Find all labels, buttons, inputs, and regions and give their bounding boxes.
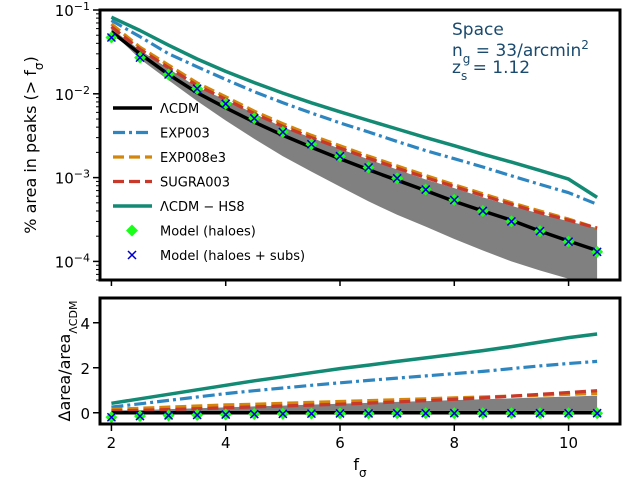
bottom-x-tick-label: 6 [335,434,345,452]
annotation-redshift: zs = 1.12 [452,58,530,83]
bottom-marker-haloes-subs [449,408,459,418]
top-marker-haloes-subs [135,53,145,63]
bottom-line-sugra003 [111,389,598,413]
bottom-y-tick-label: 0 [80,405,90,423]
bottom-marker-haloes-subs [335,408,345,418]
legend: ΛCDM EXP003 EXP008e3 SUGRA003 ΛCDM − HS8 Mode… [113,102,305,264]
bottom-marker-haloes-subs [221,410,231,420]
bottom-marker-haloes-subs [364,408,374,418]
top-y-tick-base: 10 [55,2,74,20]
top-marker-haloes-subs [192,84,202,94]
top-marker-haloes-subs [392,173,402,183]
bottom-line-lambdacdm-hs8 [111,332,598,406]
bottom-x-tick-label: 4 [221,434,231,452]
legend-swatch-model-haloes-subs [127,250,137,260]
bottom-plot-frame [98,296,622,426]
bottom-marker-haloes-subs [535,408,545,418]
bottom-marker-haloes-subs [392,408,402,418]
annotation-density-pre: n [452,41,463,61]
top-y-axis-label: % area in peaks (> fσ) [21,56,46,233]
legend-label-lambdacdm-hs8: ΛCDM − HS8 [160,200,245,215]
annotation-redshift-mid: = 1.12 [467,58,530,78]
legend-label-exp003: EXP003 [160,127,210,142]
bottom-marker-haloes-subs [421,408,431,418]
bottom-marker-haloes-subs [592,408,602,418]
top-marker-haloes-subs [278,127,288,137]
annotation-density-mid: = 33/arcmin [470,41,581,61]
legend-swatch-model-haloes [126,224,138,237]
top-marker-haloes-subs [592,247,602,257]
annotation: Space ng = 33/arcmin2 zs = 1.12 [452,20,589,83]
annotation-density: ng = 33/arcmin2 [452,38,589,66]
top-y-tick-exponent: −3 [74,167,90,180]
top-marker-haloes-subs [421,185,431,195]
legend-label-exp008e3: EXP008e3 [160,151,226,166]
bottom-x-tick-label: 2 [107,434,117,452]
bottom-y-axis-label-main: Δarea/area [55,334,74,422]
top-marker-haloes-subs [449,195,459,205]
top-plot-frame [98,8,622,282]
bottom-panel: 024 2 4 6 8 10 Δarea/areaΛCDM fσ [55,296,622,480]
top-y-tick-exponent: −4 [74,251,90,264]
bottom-marker-haloes-subs [506,408,516,418]
annotation-density-sub: g [463,52,471,66]
top-y-tick-label: 10−3 [55,167,90,188]
top-line-lambdacdm-hs8 [110,15,599,199]
legend-label-sugra003: SUGRA003 [160,176,230,191]
top-line-sugra003 [110,25,598,230]
top-marker-haloes-subs [306,139,316,149]
top-y-tick-base: 10 [55,253,74,271]
top-marker-haloes-subs [478,206,488,216]
legend-label-model-haloes-subs: Model (haloes + subs) [160,249,305,264]
bottom-marker-haloes-subs [135,411,145,421]
x-axis-label: fσ [353,455,367,480]
legend-label-lambdacdm: ΛCDM [160,102,199,117]
top-marker-haloes-subs [364,162,374,173]
x-axis-label-main: f [353,455,359,474]
legend-label-model-haloes: Model (haloes) [160,225,256,240]
top-line-exp003 [110,19,598,206]
top-y-tick-base: 10 [55,86,74,104]
bottom-marker-haloes-subs [306,409,316,419]
top-y-axis-label-tail: ) [21,56,40,62]
top-marker-haloes-subs [335,151,345,161]
annotation-redshift-sub: s [461,69,467,83]
x-axis-label-sub: σ [359,466,367,480]
top-y-axis-label-main: % area in peaks (> f [21,70,40,234]
top-y-tick-label: 10−4 [55,251,90,272]
bottom-marker-haloes-subs [106,412,116,422]
top-y-tick-exponent: −1 [74,0,90,13]
bottom-x-tick-label: 8 [450,434,460,452]
top-marker-haloes-subs [564,237,574,247]
bottom-marker-haloes-subs [249,409,259,419]
top-y-tick-label: 10−1 [55,0,90,20]
bottom-marker-haloes-subs [192,410,202,420]
bottom-y-tick-label: 4 [80,315,90,333]
bottom-marker-haloes-subs [164,410,174,420]
top-marker-haloes-subs [535,226,545,236]
top-marker-haloes-subs [249,113,259,123]
top-line-exp008e3 [110,22,598,230]
top-panel: 10−110−210−310−4 % area in peaks (> fσ) … [21,0,622,286]
bottom-marker-haloes-subs [564,408,574,418]
top-marker-haloes-subs [506,216,516,226]
bottom-x-tick-label: 10 [559,434,578,452]
annotation-density-sup: 2 [581,38,589,52]
bottom-y-tick-label: 2 [80,360,90,378]
top-marker-haloes-subs [221,99,231,109]
top-y-tick-base: 10 [55,170,74,188]
bottom-marker-haloes-subs [278,409,288,419]
annotation-redshift-pre: z [452,58,461,78]
bottom-y-axis-label: Δarea/areaΛCDM [55,301,80,422]
bottom-marker-haloes-subs [478,408,488,418]
annotation-space: Space [452,20,504,40]
top-y-axis-label-sub: σ [32,62,46,70]
top-y-tick-label: 10−2 [55,83,90,104]
top-marker-haloes-subs [106,32,116,43]
bottom-y-axis-label-sub: ΛCDM [67,301,80,334]
top-marker-haloes-subs [164,69,174,80]
top-y-tick-exponent: −2 [74,83,90,96]
